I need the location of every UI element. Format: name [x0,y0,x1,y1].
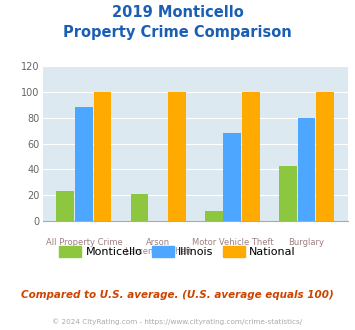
Text: © 2024 CityRating.com - https://www.cityrating.com/crime-statistics/: © 2024 CityRating.com - https://www.city… [53,318,302,325]
Text: 2019 Monticello: 2019 Monticello [111,5,244,20]
Text: Burglary: Burglary [289,238,324,247]
Bar [223,133,241,221]
Text: All Property Crime: All Property Crime [45,238,122,247]
Bar [75,107,93,221]
Bar [297,118,316,221]
Text: Motor Vehicle Theft: Motor Vehicle Theft [192,238,273,247]
Text: Larceny & Theft: Larceny & Theft [125,247,192,256]
Text: Arson: Arson [146,238,170,247]
Bar [131,194,148,221]
Bar [279,166,297,221]
Text: Property Crime Comparison: Property Crime Comparison [63,25,292,40]
Bar [316,92,334,221]
Bar [242,92,260,221]
Text: Compared to U.S. average. (U.S. average equals 100): Compared to U.S. average. (U.S. average … [21,290,334,300]
Legend: Monticello, Illinois, National: Monticello, Illinois, National [55,242,300,262]
Bar [94,92,111,221]
Bar [168,92,186,221]
Bar [205,211,223,221]
Bar [56,191,74,221]
